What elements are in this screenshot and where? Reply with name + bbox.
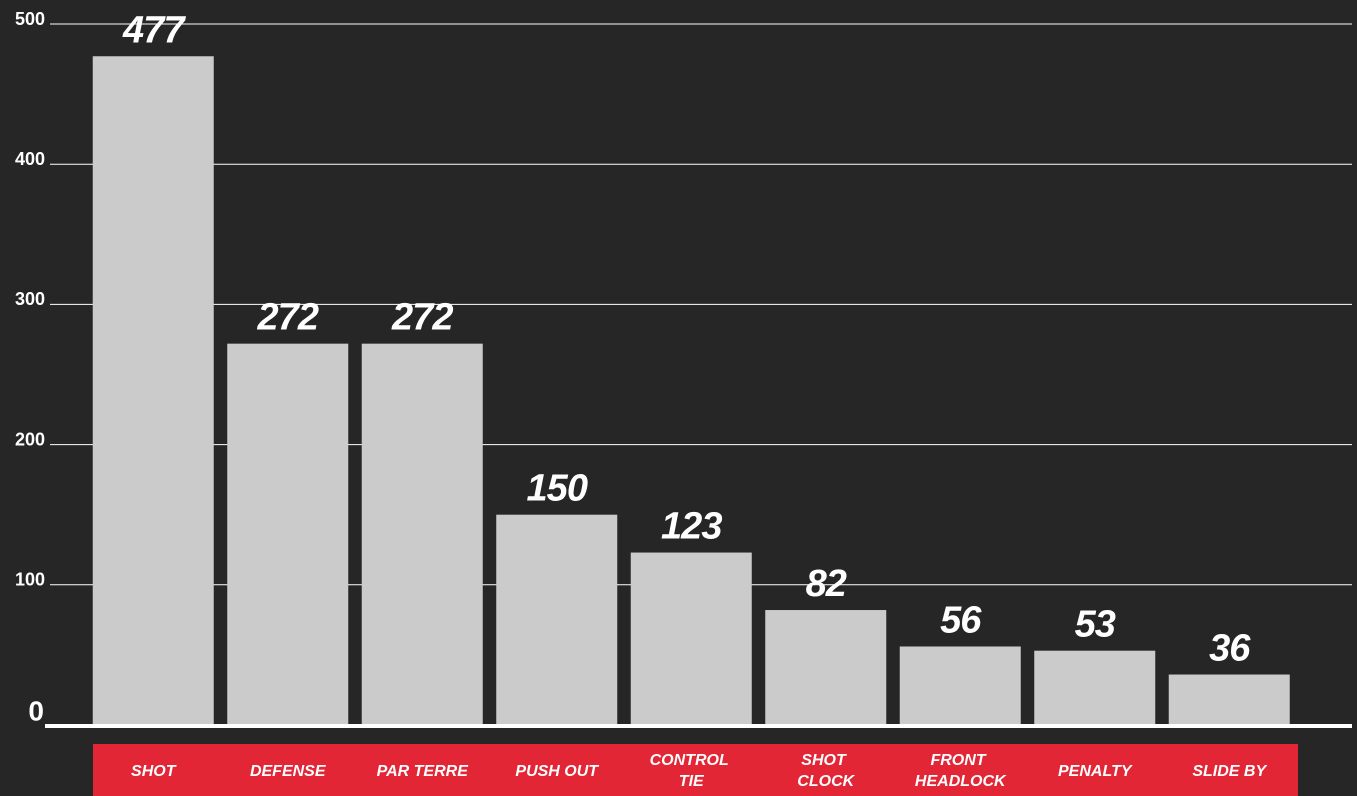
- x-tick-label: CONTROL TIE: [650, 752, 733, 790]
- bar: [899, 646, 1021, 725]
- bar: [1034, 650, 1156, 725]
- bar: [92, 56, 214, 726]
- value-label: 150: [527, 468, 588, 510]
- value-label: 53: [1075, 604, 1116, 646]
- x-tick-label: PUSH OUT: [515, 763, 599, 780]
- value-label: 82: [806, 563, 847, 605]
- x-tick-label: SLIDE BY: [1192, 763, 1267, 780]
- y-tick-label: 100: [15, 570, 45, 590]
- value-label: 477: [122, 9, 186, 51]
- x-tick-label: SHOT: [131, 763, 177, 780]
- bar: [765, 610, 887, 725]
- category-strip: [93, 744, 1298, 796]
- x-tick-label: PENALTY: [1058, 763, 1133, 780]
- y-tick-label: 200: [15, 429, 45, 449]
- bar: [227, 343, 349, 725]
- value-label: 36: [1209, 628, 1251, 670]
- y-tick-label: 400: [15, 149, 45, 169]
- y-tick-label: 0: [28, 695, 44, 726]
- value-label: 272: [391, 297, 453, 339]
- y-tick-label: 300: [15, 289, 45, 309]
- x-tick-label: SHOT CLOCK: [797, 752, 855, 790]
- bar: [630, 552, 752, 725]
- bar: [496, 514, 618, 725]
- x-tick-label: DEFENSE: [250, 763, 327, 780]
- value-label: 56: [940, 600, 982, 642]
- value-label: 123: [661, 506, 722, 548]
- bar: [1168, 674, 1290, 725]
- x-tick-label: PAR TERRE: [377, 763, 470, 780]
- bar: [361, 343, 483, 725]
- y-tick-label: 500: [15, 9, 45, 29]
- value-label: 272: [257, 297, 319, 339]
- x-tick-label: FRONT HEADLOCK: [915, 752, 1007, 790]
